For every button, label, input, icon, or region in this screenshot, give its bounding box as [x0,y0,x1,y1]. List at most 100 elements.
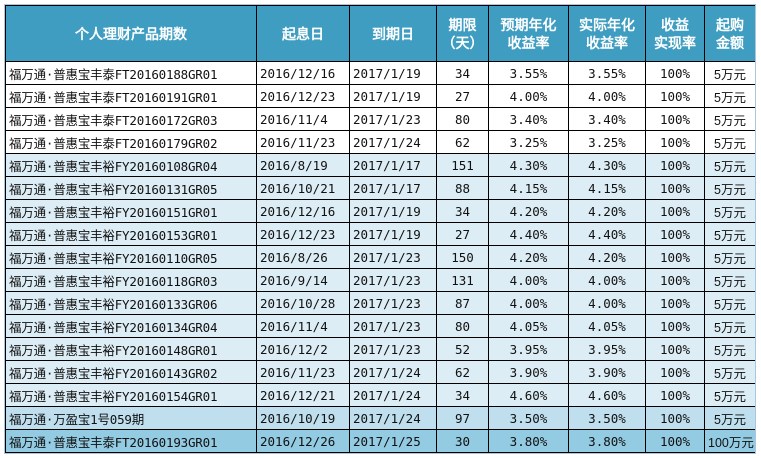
cell-realization-rate: 100% [645,245,705,269]
cell-min-amount: 5万元 [704,199,755,223]
cell-expected-yield: 3.95% [488,337,569,361]
header-realization-rate: 收益 实现率 [645,5,705,62]
cell-product-name: 福万通·普惠宝丰裕FY20160153GR01 [5,222,257,246]
cell-actual-yield: 3.55% [568,61,646,85]
cell-min-amount: 100万元 [704,429,755,453]
cell-realization-rate: 100% [645,107,705,131]
cell-term: 87 [436,291,489,315]
cell-term: 34 [436,383,489,407]
cell-term: 27 [436,222,489,246]
cell-actual-yield: 3.90% [568,360,646,384]
cell-product-name: 福万通·普惠宝丰裕FY20160143GR02 [5,360,257,384]
cell-min-amount: 5万元 [704,153,755,177]
header-term: 期限 （天） [436,5,489,62]
cell-start-date: 2016/11/23 [256,360,350,384]
cell-realization-rate: 100% [645,130,705,154]
cell-start-date: 2016/8/26 [256,245,350,269]
cell-term: 150 [436,245,489,269]
cell-end-date: 2017/1/23 [349,107,437,131]
table-row: 福万通·普惠宝丰裕FY20160133GR06 2016/10/28 2017/1/… [5,291,755,315]
cell-start-date: 2016/8/19 [256,153,350,177]
cell-expected-yield: 4.05% [488,314,569,338]
products-table: 个人理财产品期数 起息日 到期日 期限 （天） 预期年化 收益率 实际年化 收益率 收… [5,5,755,453]
cell-min-amount: 5万元 [704,245,755,269]
cell-end-date: 2017/1/24 [349,383,437,407]
cell-realization-rate: 100% [645,429,705,453]
header-end-date: 到期日 [349,5,437,62]
header-name: 个人理财产品期数 [5,5,257,62]
spreadsheet-frame: 个人理财产品期数 起息日 到期日 期限 （天） 预期年化 收益率 实际年化 收益率 收… [4,4,756,454]
table-row: 福万通·普惠宝丰裕FY20160154GR01 2016/12/21 2017/1/… [5,383,755,407]
table-row: 福万通·普惠宝丰泰FT20160172GR03 2016/11/4 2017/1/2… [5,107,755,131]
cell-expected-yield: 3.50% [488,406,569,430]
cell-start-date: 2016/12/16 [256,61,350,85]
cell-actual-yield: 3.95% [568,337,646,361]
cell-start-date: 2016/12/16 [256,199,350,223]
header-expected-yield: 预期年化 收益率 [488,5,569,62]
cell-actual-yield: 4.00% [568,291,646,315]
table-row: 福万通·普惠宝丰裕FY20160153GR01 2016/12/23 2017/1/… [5,222,755,246]
cell-expected-yield: 4.00% [488,291,569,315]
cell-min-amount: 5万元 [704,84,755,108]
cell-expected-yield: 4.00% [488,84,569,108]
cell-realization-rate: 100% [645,360,705,384]
cell-term: 62 [436,360,489,384]
cell-term: 27 [436,84,489,108]
cell-end-date: 2017/1/19 [349,61,437,85]
cell-realization-rate: 100% [645,314,705,338]
table-row: 福万通·普惠宝丰泰FT20160179GR02 2016/11/23 2017/1/… [5,130,755,154]
cell-realization-rate: 100% [645,291,705,315]
cell-min-amount: 5万元 [704,176,755,200]
header-actual-yield: 实际年化 收益率 [568,5,646,62]
cell-start-date: 2016/12/26 [256,429,350,453]
table-row: 福万通·普惠宝丰裕FY20160151GR01 2016/12/16 2017/1/… [5,199,755,223]
cell-product-name: 福万通·普惠宝丰裕FY20160134GR04 [5,314,257,338]
table-row: 福万通·普惠宝丰裕FY20160143GR02 2016/11/23 2017/1/… [5,360,755,384]
cell-product-name: 福万通·普惠宝丰裕FY20160151GR01 [5,199,257,223]
cell-term: 151 [436,153,489,177]
cell-product-name: 福万通·普惠宝丰裕FY20160108GR04 [5,153,257,177]
cell-realization-rate: 100% [645,199,705,223]
cell-expected-yield: 4.30% [488,153,569,177]
cell-end-date: 2017/1/24 [349,360,437,384]
cell-end-date: 2017/1/17 [349,176,437,200]
cell-start-date: 2016/10/21 [256,176,350,200]
table-row: 福万通·普惠宝丰裕FY20160118GR03 2016/9/14 2017/1/2… [5,268,755,292]
cell-product-name: 福万通·普惠宝丰裕FY20160131GR05 [5,176,257,200]
cell-term: 34 [436,61,489,85]
table-row: 福万通·万盈宝1号059期 2016/10/19 2017/1/24 97 3.50% 3… [5,406,755,430]
table-row: 福万通·普惠宝丰裕FY20160110GR05 2016/8/26 2017/1/2… [5,245,755,269]
cell-term: 52 [436,337,489,361]
cell-term: 131 [436,268,489,292]
cell-realization-rate: 100% [645,222,705,246]
cell-term: 97 [436,406,489,430]
cell-expected-yield: 4.20% [488,199,569,223]
cell-end-date: 2017/1/23 [349,291,437,315]
cell-realization-rate: 100% [645,406,705,430]
cell-start-date: 2016/12/23 [256,84,350,108]
cell-actual-yield: 3.50% [568,406,646,430]
cell-realization-rate: 100% [645,337,705,361]
cell-product-name: 福万通·普惠宝丰泰FT20160179GR02 [5,130,257,154]
cell-product-name: 福万通·普惠宝丰泰FT20160172GR03 [5,107,257,131]
cell-min-amount: 5万元 [704,383,755,407]
table-row: 福万通·普惠宝丰裕FY20160108GR04 2016/8/19 2017/1/1… [5,153,755,177]
cell-actual-yield: 4.30% [568,153,646,177]
cell-product-name: 福万通·普惠宝丰泰FT20160193GR01 [5,429,257,453]
table-row: 福万通·普惠宝丰裕FY20160134GR04 2016/11/4 2017/1/2… [5,314,755,338]
cell-expected-yield: 4.15% [488,176,569,200]
cell-realization-rate: 100% [645,61,705,85]
table-row: 福万通·普惠宝丰裕FY20160148GR01 2016/12/2 2017/1/2… [5,337,755,361]
cell-actual-yield: 3.25% [568,130,646,154]
cell-realization-rate: 100% [645,383,705,407]
cell-end-date: 2017/1/23 [349,245,437,269]
cell-product-name: 福万通·普惠宝丰泰FT20160188GR01 [5,61,257,85]
header-start-date: 起息日 [256,5,350,62]
cell-term: 80 [436,107,489,131]
cell-actual-yield: 4.05% [568,314,646,338]
cell-actual-yield: 4.20% [568,245,646,269]
cell-expected-yield: 3.80% [488,429,569,453]
cell-expected-yield: 4.20% [488,245,569,269]
cell-min-amount: 5万元 [704,222,755,246]
cell-actual-yield: 4.00% [568,268,646,292]
